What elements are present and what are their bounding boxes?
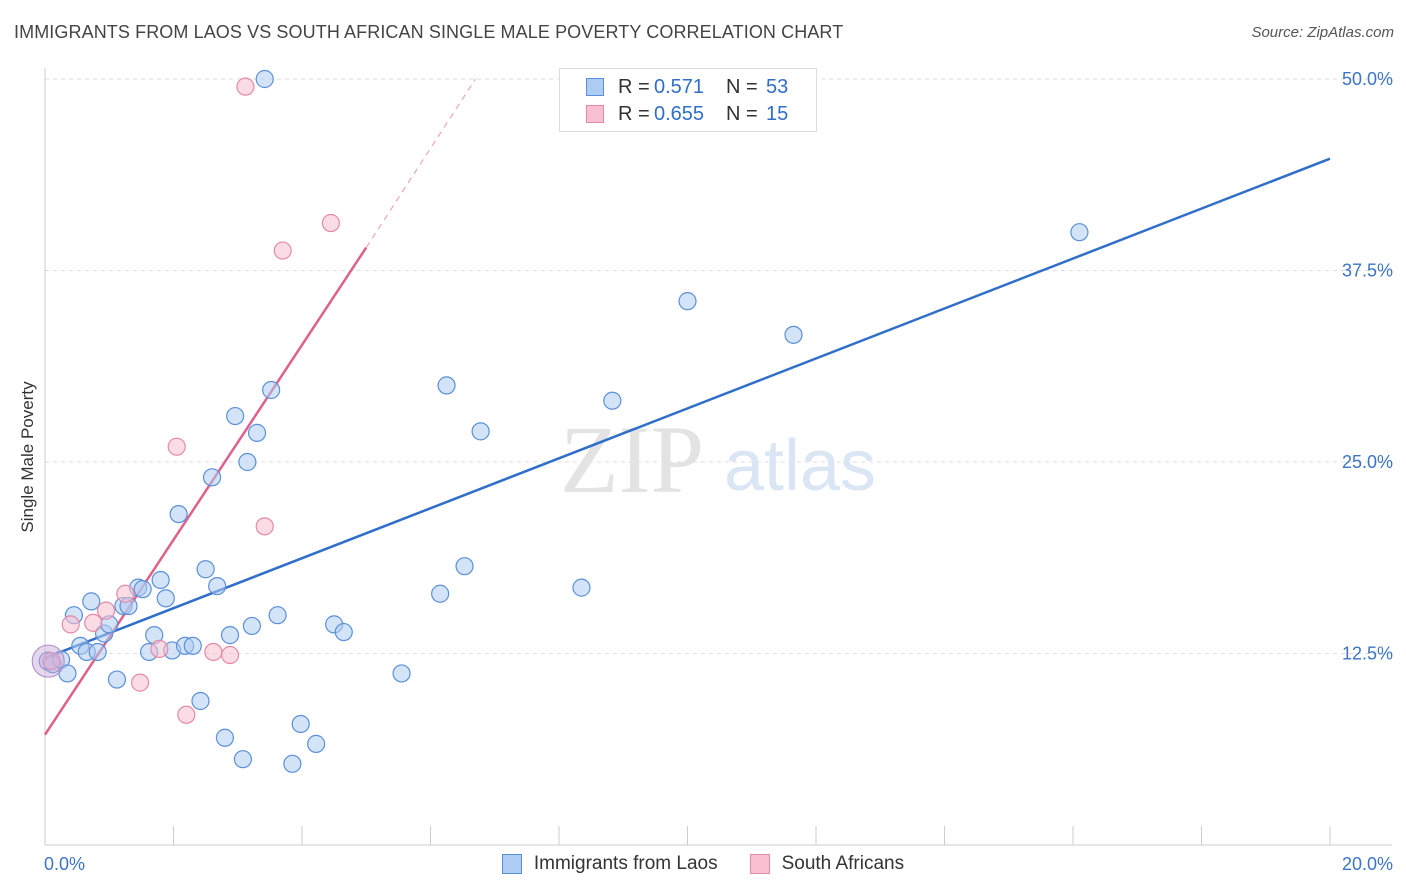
point-laos xyxy=(431,584,450,603)
point-laos xyxy=(471,422,490,441)
watermark-atlas: atlas xyxy=(724,426,876,506)
point-laos xyxy=(82,592,101,611)
point-laos xyxy=(151,570,170,590)
legend-swatch-blue xyxy=(501,854,522,874)
data-points xyxy=(31,69,1089,773)
legend-r-value: 0.571 xyxy=(654,75,705,98)
x-tick-label-min: 0.0% xyxy=(44,854,85,874)
legend-n-label: N = xyxy=(726,75,758,98)
point-south-africans xyxy=(177,705,196,724)
point-south-africans xyxy=(220,645,240,665)
point-south-africans xyxy=(96,601,116,620)
legend-swatch-pink xyxy=(586,105,604,123)
legend-swatch-pink xyxy=(749,854,770,874)
y-tick-label: 37.5% xyxy=(1342,261,1393,281)
point-laos xyxy=(247,423,267,442)
point-laos xyxy=(1070,223,1089,242)
y-tick-label: 25.0% xyxy=(1342,452,1393,472)
legend-r-value: 0.655 xyxy=(654,102,705,125)
point-south-africans xyxy=(204,642,223,662)
source-credit: Source: ZipAtlas.com xyxy=(1251,24,1394,41)
trend-extension-south-africans xyxy=(365,78,476,248)
point-south-africans xyxy=(130,673,150,692)
trend-line-laos xyxy=(44,157,1331,660)
legend-n-value: 15 xyxy=(766,102,789,125)
chart-title: IMMIGRANTS FROM LAOS VS SOUTH AFRICAN SI… xyxy=(14,22,844,42)
point-laos xyxy=(107,670,127,689)
point-laos xyxy=(88,642,107,662)
point-south-africans xyxy=(236,77,255,96)
point-laos xyxy=(307,734,326,753)
legend-n-label: N = xyxy=(726,102,758,125)
legend-row-south-africans: R = 0.655 N = 15 xyxy=(586,102,788,126)
point-laos xyxy=(215,728,234,747)
point-laos xyxy=(242,616,261,636)
point-laos xyxy=(255,69,274,89)
point-laos xyxy=(784,325,803,344)
point-south-africans xyxy=(116,584,135,603)
point-south-africans xyxy=(255,517,274,536)
point-laos xyxy=(196,560,215,579)
point-laos xyxy=(238,452,257,472)
point-laos xyxy=(678,292,697,311)
legend-row-laos: R = 0.571 N = 53 xyxy=(586,75,788,99)
point-laos xyxy=(392,664,411,683)
point-laos xyxy=(437,376,456,395)
point-laos xyxy=(233,750,252,769)
trend-line-south-africans xyxy=(43,246,368,736)
point-cluster-overlap xyxy=(31,644,65,678)
point-laos xyxy=(156,589,175,608)
point-laos xyxy=(291,714,310,734)
point-laos xyxy=(226,406,245,426)
point-laos xyxy=(133,580,152,599)
series-legend: Immigrants from Laos South Africans xyxy=(0,852,1406,876)
point-laos xyxy=(191,691,210,711)
point-laos xyxy=(183,636,202,655)
point-south-africans xyxy=(61,615,80,634)
stats-legend: R = 0.571 N = 53 R = 0.655 N = 15 xyxy=(559,68,817,132)
point-laos xyxy=(208,576,227,596)
legend-r-label: R = xyxy=(618,102,650,125)
legend-n-value: 53 xyxy=(766,75,789,98)
x-tick-label-max: 20.0% xyxy=(1342,854,1393,874)
y-tick-label: 50.0% xyxy=(1342,69,1393,89)
point-laos xyxy=(334,622,353,642)
legend-swatch-blue xyxy=(586,78,604,96)
point-laos xyxy=(283,754,302,773)
point-south-africans xyxy=(84,613,103,632)
tick-labels: 12.5% 25.0% 37.5% 50.0% 0.0% 20.0% xyxy=(44,69,1393,874)
legend-label-south-africans: South Africans xyxy=(781,853,905,874)
watermark: ZIP atlas xyxy=(560,406,876,513)
point-south-africans xyxy=(42,652,61,671)
y-tick-label: 12.5% xyxy=(1342,644,1393,664)
legend-item-south-africans: South Africans xyxy=(749,853,905,875)
watermark-zip: ZIP xyxy=(560,406,704,513)
legend-label-laos: Immigrants from Laos xyxy=(533,853,718,874)
point-laos xyxy=(268,606,287,625)
point-laos xyxy=(202,468,222,487)
point-laos xyxy=(603,391,622,410)
point-laos xyxy=(262,380,281,400)
point-laos xyxy=(220,626,240,645)
axes xyxy=(44,68,1392,846)
legend-item-laos: Immigrants from Laos xyxy=(501,853,718,875)
point-south-africans xyxy=(167,437,186,456)
point-south-africans xyxy=(150,639,169,659)
point-laos xyxy=(572,578,591,597)
gridlines xyxy=(45,78,1392,654)
point-laos xyxy=(455,557,474,576)
point-laos xyxy=(169,504,188,524)
point-south-africans xyxy=(321,213,341,233)
point-south-africans xyxy=(273,241,292,260)
legend-r-label: R = xyxy=(618,75,650,98)
